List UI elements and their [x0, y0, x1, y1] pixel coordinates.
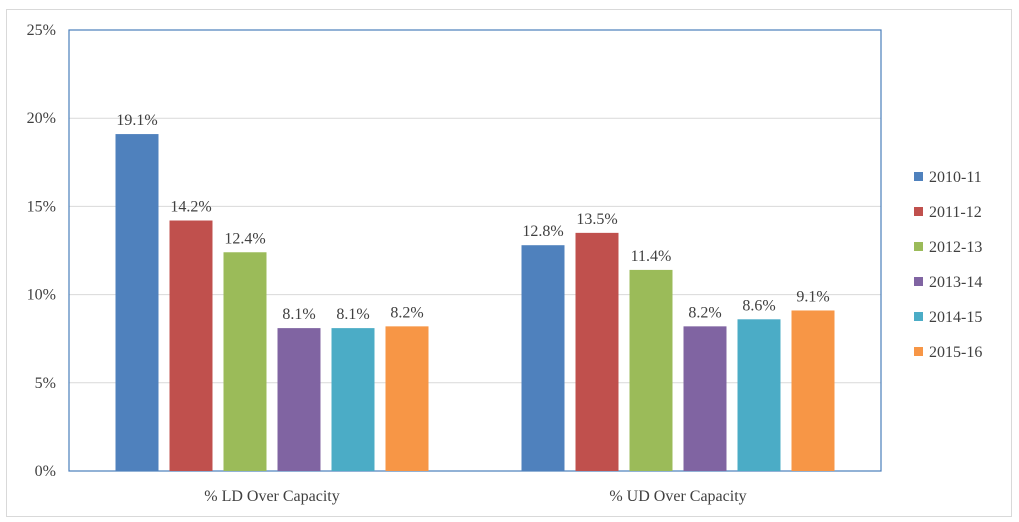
data-label: 9.1%: [796, 288, 829, 305]
legend-label: 2012-13: [929, 239, 982, 256]
y-tick-label: 20%: [27, 110, 56, 127]
x-category-label: % LD Over Capacity: [204, 488, 340, 505]
legend-swatch: [914, 277, 923, 286]
y-tick-label: 15%: [27, 198, 56, 215]
bar: [683, 326, 727, 471]
bar: [277, 328, 321, 471]
data-label: 13.5%: [576, 211, 617, 228]
bar: [575, 232, 619, 471]
plot-area-border: [68, 29, 882, 472]
bar: [223, 252, 267, 471]
bar: [331, 328, 375, 471]
legend-label: 2011-12: [929, 204, 982, 221]
y-tick-label: 10%: [27, 287, 56, 304]
x-category-label: % UD Over Capacity: [609, 488, 746, 505]
data-label: 19.1%: [116, 112, 157, 129]
data-label: 8.2%: [688, 304, 721, 321]
data-label: 8.1%: [336, 306, 369, 323]
bar: [521, 245, 565, 471]
data-label: 14.2%: [170, 199, 211, 216]
y-tick-label: 25%: [27, 22, 56, 39]
legend-swatch: [914, 347, 923, 356]
legend-label: 2015-16: [929, 344, 982, 361]
data-label: 12.8%: [522, 223, 563, 240]
legend-label: 2014-15: [929, 309, 982, 326]
bar: [115, 134, 159, 472]
legend-swatch: [914, 172, 923, 181]
y-tick-label: 5%: [35, 375, 56, 392]
legend-swatch: [914, 312, 923, 321]
data-label: 8.2%: [390, 304, 423, 321]
bar: [169, 220, 213, 471]
data-label: 11.4%: [631, 248, 672, 265]
bar: [737, 319, 781, 471]
legend-label: 2013-14: [929, 274, 982, 291]
data-label: 8.1%: [282, 306, 315, 323]
data-label: 12.4%: [224, 230, 265, 247]
y-tick-label: 0%: [35, 463, 56, 480]
legend-swatch: [914, 207, 923, 216]
legend-swatch: [914, 242, 923, 251]
legend-label: 2010-11: [929, 169, 982, 186]
data-label: 8.6%: [742, 297, 775, 314]
bar: [629, 269, 673, 471]
bar: [791, 310, 835, 471]
bar: [385, 326, 429, 471]
